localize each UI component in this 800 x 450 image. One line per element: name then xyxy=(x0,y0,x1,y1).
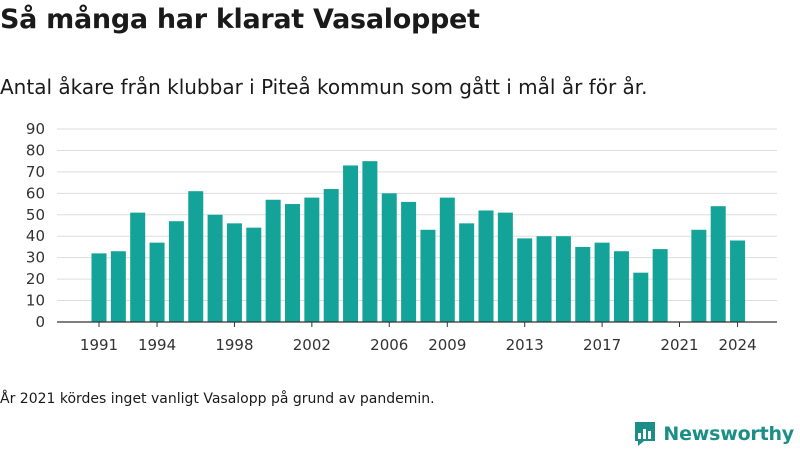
bar-1992 xyxy=(110,251,126,322)
bar-1994 xyxy=(149,242,165,322)
x-tick-label: 1994 xyxy=(138,336,176,354)
bar-chart: 0 10 20 30 40 50 60 70 80 90 1991 1994 1998 2002 2006 2… xyxy=(26,120,777,354)
bar-1991 xyxy=(91,253,107,322)
bar-2018 xyxy=(613,251,629,322)
y-tick-label: 90 xyxy=(26,120,45,138)
bar-1999 xyxy=(246,227,262,322)
bar-2019 xyxy=(633,272,649,322)
bar-2011 xyxy=(478,210,494,322)
x-tick-label: 2009 xyxy=(428,336,466,354)
chart-title: Så många har klarat Vasaloppet xyxy=(0,4,480,35)
bar-1995 xyxy=(168,221,184,322)
x-tick-label: 2002 xyxy=(293,336,331,354)
x-tick-label: 2013 xyxy=(506,336,544,354)
bar-2009 xyxy=(439,197,455,322)
bar-2017 xyxy=(594,242,610,322)
bar-2006 xyxy=(381,193,397,322)
axes: 0 10 20 30 40 50 60 70 80 90 1991 1994 1998 2002 2006 2… xyxy=(26,120,777,354)
bar-2004 xyxy=(343,165,359,322)
bar-2022 xyxy=(691,229,707,322)
grid-lines xyxy=(57,128,777,302)
y-tick-label: 30 xyxy=(26,249,45,267)
bar-2012 xyxy=(497,212,513,322)
logo-text: Newsworthy xyxy=(663,423,794,445)
bar-1998 xyxy=(226,223,242,322)
bar-2001 xyxy=(285,204,300,322)
bar-1997 xyxy=(207,214,223,322)
y-tick-label: 20 xyxy=(26,270,45,288)
bar-2016 xyxy=(575,246,591,322)
bar-2015 xyxy=(555,236,571,322)
y-tick-label: 40 xyxy=(26,227,45,245)
bar-2008 xyxy=(420,229,436,322)
bar-2000 xyxy=(265,199,281,322)
bar-2003 xyxy=(323,189,339,322)
y-tick-label: 0 xyxy=(35,313,45,331)
bar-2007 xyxy=(401,201,417,322)
bar-2023 xyxy=(710,206,726,322)
y-tick-label: 80 xyxy=(26,141,45,159)
y-tick-label: 70 xyxy=(26,163,45,181)
bar-2005 xyxy=(362,161,378,322)
bar-2020 xyxy=(652,249,668,322)
bar-2014 xyxy=(536,236,552,322)
y-tick-label: 10 xyxy=(26,292,45,310)
x-tick-label: 2017 xyxy=(583,336,621,354)
bar-2002 xyxy=(304,197,320,322)
x-tick-label: 1998 xyxy=(215,336,253,354)
y-tick-label: 50 xyxy=(26,206,45,224)
bar-1993 xyxy=(130,212,146,322)
footnote: År 2021 kördes inget vanligt Vasalopp på… xyxy=(0,391,435,407)
x-tick-label: 2024 xyxy=(718,336,756,354)
newsworthy-logo-icon xyxy=(635,422,656,446)
bar-1996 xyxy=(188,191,204,322)
x-tick-label: 2021 xyxy=(660,336,698,354)
x-tick-label: 2006 xyxy=(370,336,408,354)
bars xyxy=(91,161,746,322)
y-tick-label: 60 xyxy=(26,184,45,202)
bar-2013 xyxy=(517,238,533,322)
bar-2024 xyxy=(730,240,746,322)
bar-2010 xyxy=(459,223,475,322)
chart-subtitle: Antal åkare från klubbar i Piteå kommun … xyxy=(0,75,648,99)
x-tick-label: 1991 xyxy=(80,336,118,354)
newsworthy-logo: Newsworthy xyxy=(633,420,794,448)
